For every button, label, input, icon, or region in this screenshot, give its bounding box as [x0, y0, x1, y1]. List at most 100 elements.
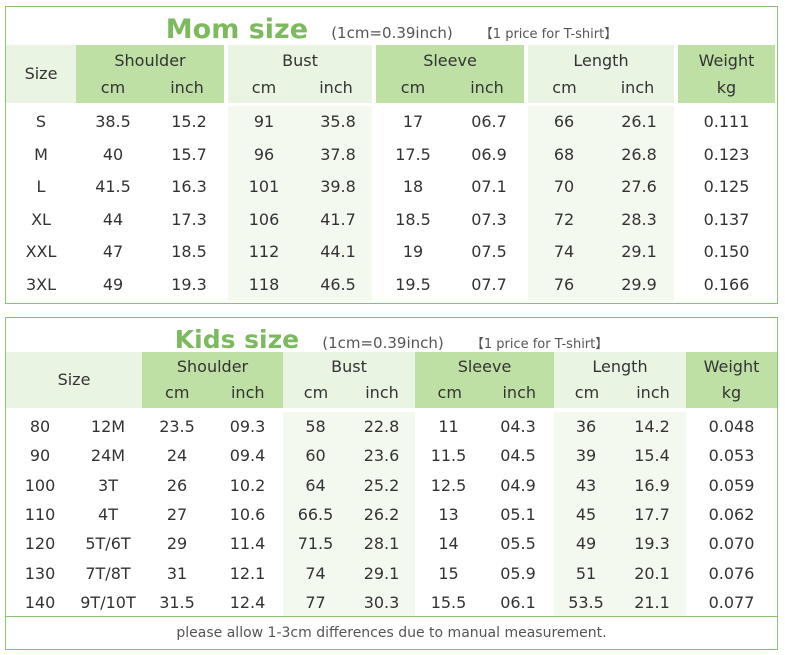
mom-group-bg-1: [228, 45, 372, 103]
kids-cell: 22.8: [363, 417, 400, 436]
mom-group-label-0: Shoulder: [114, 51, 186, 70]
mom-cell: 26.1: [621, 112, 657, 131]
mom-cell: 106: [248, 209, 280, 229]
kids-cell: 24M: [90, 446, 126, 466]
mom-cell: 06.9: [471, 144, 507, 164]
mom-conversion: (1cm=0.39inch): [331, 24, 453, 42]
mom-cell: 91: [253, 112, 275, 131]
kids-cell: 77: [305, 592, 326, 612]
mom-cell: 17.5: [395, 144, 431, 164]
kids-cell: 10.2: [229, 475, 266, 495]
kids-group-bg-2: [415, 352, 554, 408]
kids-size-table: Size Shoulder cm inch Bust cm inch Sleeve cm inch…: [6, 352, 777, 618]
mom-cell: 19.5: [395, 274, 431, 294]
kids-title-text: Kids size: [174, 325, 300, 354]
kids-cell: 12.1: [229, 563, 266, 583]
kids-cell: 26: [166, 475, 188, 495]
mom-cell: 07.7: [471, 274, 507, 294]
mom-unit-label: cm: [100, 78, 126, 97]
kids-size-panel: Kids size (1cm=0.39inch) 【1 price for T-…: [5, 317, 778, 650]
kids-cell: 23.6: [363, 446, 400, 466]
kids-cell: 71.5: [297, 534, 334, 554]
kids-cell: 14.2: [634, 417, 670, 436]
kids-cell: 74: [305, 563, 326, 583]
kids-cell: 36: [575, 417, 597, 436]
kids-cell: 110: [24, 504, 56, 524]
kids-title: Kids size (1cm=0.39inch) 【1 price for T-…: [6, 322, 777, 358]
mom-cell: XXL: [25, 242, 57, 261]
kids-cell: 7T/8T: [85, 563, 131, 583]
kids-cell: 30.3: [363, 592, 400, 612]
mom-cell: 0.123: [703, 144, 750, 164]
mom-cell: S: [35, 112, 47, 131]
mom-cell: 44.1: [320, 242, 356, 261]
kids-cell: 25.2: [363, 475, 400, 495]
kids-size-header: Size: [57, 370, 91, 389]
kids-cell: 13: [438, 504, 459, 524]
mom-cell: 0.137: [703, 209, 750, 229]
kids-cell: 0.053: [708, 446, 755, 466]
mom-cell: 07.1: [471, 177, 507, 196]
mom-unit-label: kg: [716, 78, 737, 97]
kids-cell: 12.5: [430, 475, 467, 495]
mom-group-bg-3: [528, 45, 674, 103]
kids-group-bg-1: [283, 352, 415, 408]
mom-cell: 19.3: [171, 274, 207, 294]
mom-cell: 72: [553, 209, 575, 229]
mom-cell: 17: [402, 112, 424, 131]
mom-cell: 74: [553, 242, 575, 261]
kids-cell: 0.059: [708, 475, 755, 495]
kids-cell: 17.7: [634, 504, 670, 524]
kids-cell: 45: [575, 504, 597, 524]
mom-size-table: Size Shoulder cm inch Bust cm inch Sleeve cm inch…: [6, 45, 777, 303]
kids-cell: 15.4: [634, 446, 670, 466]
mom-unit-label: cm: [251, 78, 277, 97]
kids-cell: 16.9: [634, 475, 670, 495]
kids-cell: 130: [24, 563, 56, 583]
mom-cell: 118: [248, 274, 280, 294]
kids-cell: 11: [438, 417, 459, 436]
kids-cell: 29: [166, 534, 188, 554]
kids-unit-label: cm: [165, 383, 190, 402]
kids-cell: 27: [166, 504, 188, 524]
kids-price-note: 【1 price for T-shirt】: [470, 337, 609, 352]
mom-cell: 0.125: [703, 177, 750, 196]
kids-cell: 0.070: [708, 534, 755, 554]
mom-cell: XL: [31, 209, 51, 229]
mom-unit-label: inch: [319, 78, 353, 97]
mom-cell: 06.7: [471, 112, 507, 131]
mom-size-header: Size: [24, 64, 58, 83]
kids-cell: 05.5: [500, 534, 536, 554]
mom-cell: 18: [402, 177, 424, 196]
kids-unit-label: kg: [721, 383, 742, 402]
mom-size-header-bg: [6, 45, 76, 103]
kids-cell: 60: [305, 446, 326, 466]
kids-cell: 14: [438, 534, 459, 554]
kids-conversion: (1cm=0.39inch): [322, 334, 444, 352]
mom-group-bg-0: [76, 45, 224, 103]
kids-cell: 23.5: [159, 417, 195, 436]
kids-group-bg-3: [554, 352, 686, 408]
kids-cell: 05.1: [500, 504, 536, 524]
kids-cell: 31.5: [159, 592, 195, 612]
mom-cell: 18.5: [171, 242, 207, 261]
kids-cell: 20.1: [634, 563, 670, 583]
kids-cell: 3T: [98, 475, 118, 495]
kids-unit-label: cm: [303, 383, 329, 402]
kids-cell: 09.4: [229, 446, 266, 466]
mom-cell: 41.7: [320, 209, 356, 229]
kids-col-stripe-3: [554, 412, 686, 618]
mom-cell: 44: [102, 209, 124, 229]
kids-cell: 5T/6T: [85, 534, 131, 554]
kids-group-bg-4: [686, 352, 777, 408]
kids-cell: 66.5: [297, 504, 334, 524]
kids-group-bg-0: [142, 352, 283, 408]
mom-cell: 28.3: [621, 209, 657, 229]
kids-cell: 53.5: [568, 592, 604, 612]
mom-unit-label: inch: [620, 78, 655, 97]
kids-cell: 90: [29, 446, 51, 466]
mom-col-stripe-1: [228, 106, 372, 301]
kids-cell: 43: [575, 475, 597, 495]
kids-cell: 31: [166, 563, 188, 583]
kids-unit-label: inch: [502, 383, 537, 402]
